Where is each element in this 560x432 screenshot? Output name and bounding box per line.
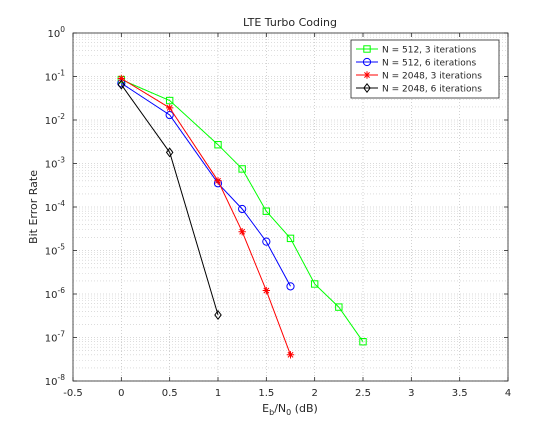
x-axis-label-tail: (dB) <box>291 402 318 415</box>
data-point <box>238 165 246 173</box>
y-axis-label: Bit Error Rate <box>27 170 40 244</box>
legend-label: N = 2048, 6 iterations <box>382 85 482 95</box>
series-layer <box>117 74 367 359</box>
x-tick-label: 4 <box>505 388 511 399</box>
y-tick-label: 10-3 <box>45 156 65 171</box>
y-tick-label: 10-4 <box>45 199 65 214</box>
series-line <box>120 84 219 316</box>
legend-item: N = 2048, 6 iterations <box>356 82 482 95</box>
x-tick-label: 2.5 <box>355 388 371 399</box>
x-axis-label-sub1: b <box>269 408 274 417</box>
data-point <box>117 79 126 90</box>
data-point <box>262 286 271 295</box>
data-point <box>214 309 222 320</box>
legend: N = 512, 3 iterations N = 512, 6 iteratio… <box>350 39 500 99</box>
y-tick-label: 10-8 <box>45 373 65 388</box>
series-3 <box>117 74 295 359</box>
series-line <box>121 82 291 287</box>
legend-marker <box>363 45 371 53</box>
data-point <box>286 351 295 359</box>
tick-marks <box>72 32 509 382</box>
data-point <box>286 234 295 243</box>
y-tick-label: 10-1 <box>45 69 65 84</box>
legend-label: N = 2048, 3 iterations <box>382 72 482 82</box>
data-point <box>262 207 271 215</box>
tick-labels: -0.5 0 0.5 1 1.5 2 2.5 3 3.5 4 100 10-1 10-2 10-3 10-4… <box>45 25 511 399</box>
data-point <box>335 303 343 311</box>
data-point <box>286 282 295 291</box>
x-axis-label: Eb/N0 (dB) <box>262 402 318 417</box>
x-tick-label: 0 <box>118 388 124 399</box>
y-tick-label: 10-2 <box>45 112 65 127</box>
data-point <box>262 237 271 246</box>
x-axis-label-sub2: 0 <box>286 408 291 417</box>
series-line <box>121 79 364 342</box>
y-tick-label: 10-6 <box>45 286 65 301</box>
y-tick-label: 10-7 <box>45 330 65 345</box>
x-tick-label: 1 <box>215 388 221 399</box>
legend-label: N = 512, 6 iterations <box>382 59 477 69</box>
x-axis-label-mid: /N <box>274 402 286 415</box>
data-point <box>310 280 319 288</box>
series-line <box>121 78 291 355</box>
data-point <box>117 74 126 83</box>
x-tick-label: 3 <box>408 388 414 399</box>
data-point <box>214 177 222 185</box>
data-point <box>165 147 174 158</box>
legend-label: N = 512, 3 iterations <box>382 46 477 56</box>
data-point <box>165 104 174 112</box>
grid <box>72 32 509 382</box>
data-point <box>214 141 222 149</box>
data-point <box>238 228 246 236</box>
legend-marker <box>362 57 372 67</box>
x-tick-label: 2 <box>311 388 317 399</box>
legend-marker <box>363 71 371 79</box>
x-axis-label-main: E <box>262 402 269 415</box>
chart-title: LTE Turbo Coding <box>243 16 337 29</box>
x-tick-label: -0.5 <box>63 388 83 399</box>
legend-item: N = 2048, 3 iterations <box>356 71 482 82</box>
x-tick-label: 1.5 <box>258 388 274 399</box>
y-tick-label: 10-5 <box>45 243 65 258</box>
legend-item: N = 512, 6 iterations <box>356 57 477 69</box>
legend-item: N = 512, 3 iterations <box>356 45 477 56</box>
data-point <box>238 204 247 214</box>
x-tick-label: 3.5 <box>452 388 468 399</box>
legend-marker <box>363 82 371 94</box>
y-tick-label: 100 <box>47 25 65 40</box>
series-2 <box>117 79 295 291</box>
x-tick-label: 0.5 <box>162 388 178 399</box>
data-point <box>359 338 367 346</box>
series-4 <box>117 79 222 320</box>
series-1 <box>117 75 367 346</box>
data-point <box>165 96 174 105</box>
